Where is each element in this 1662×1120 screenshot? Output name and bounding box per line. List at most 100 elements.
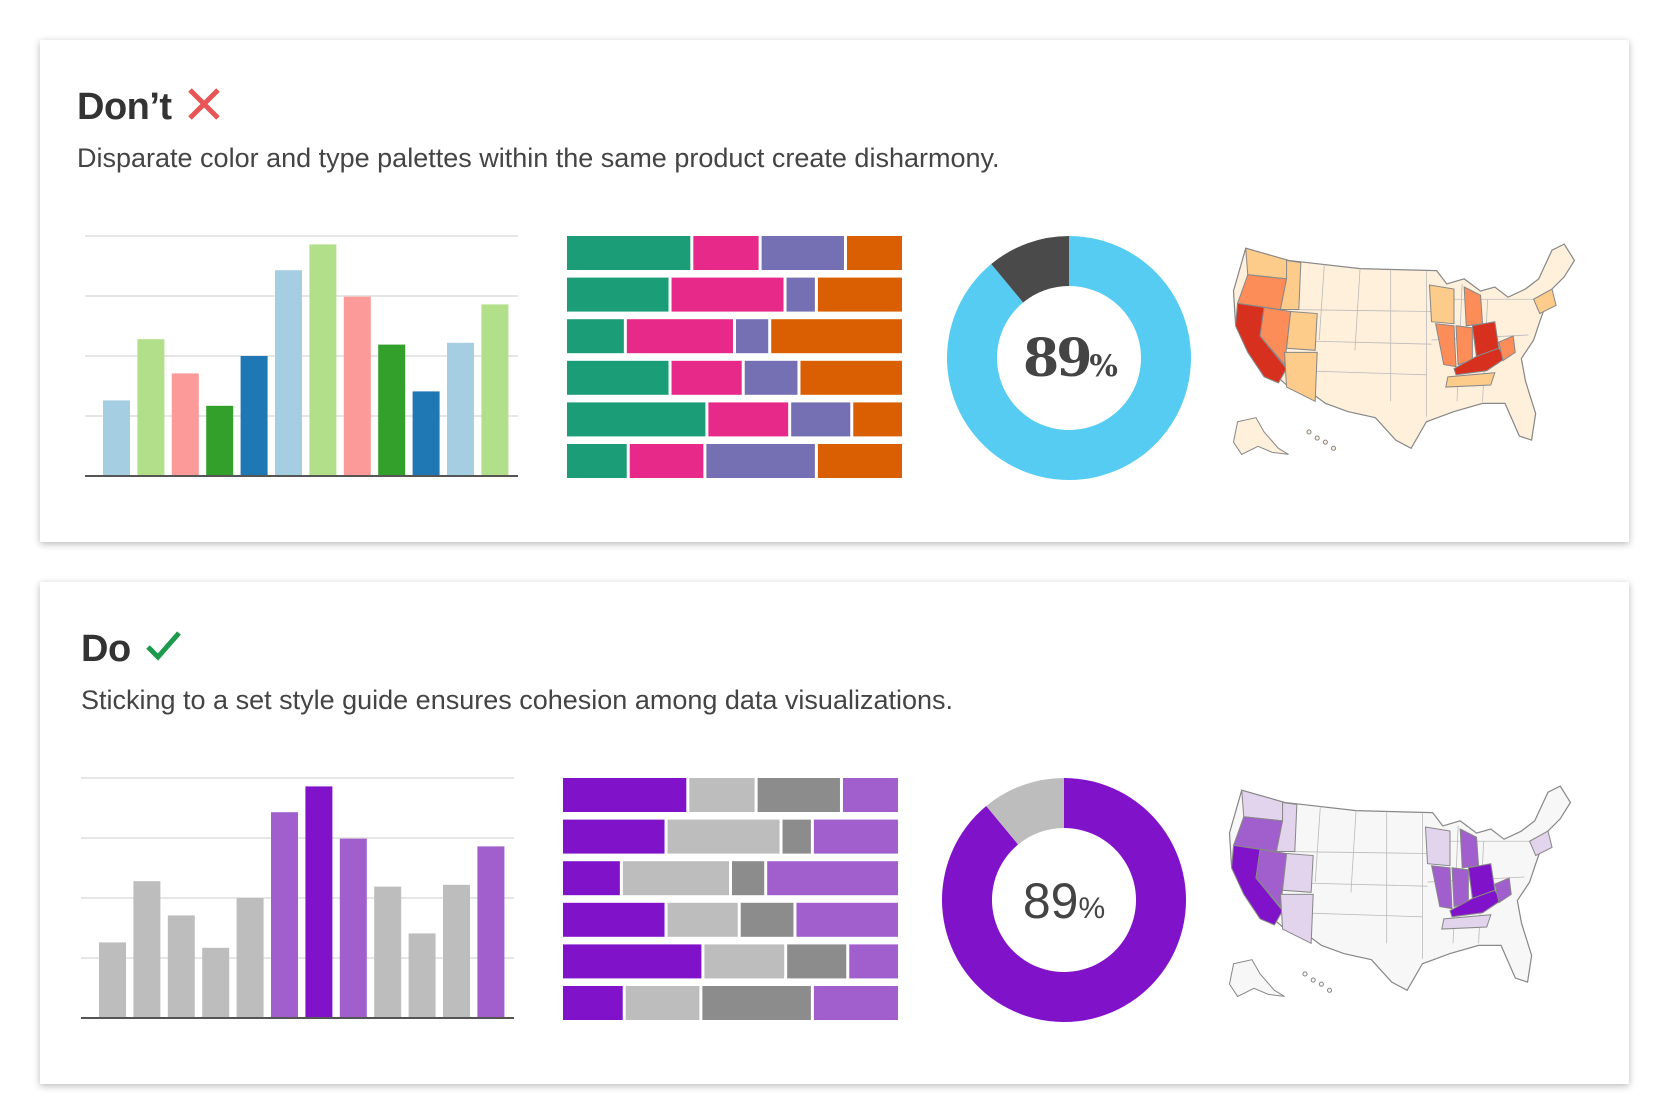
state-border	[1298, 370, 1427, 376]
stacked-segment	[567, 360, 669, 395]
stacked-segment	[853, 402, 902, 437]
do-title: Do	[81, 628, 131, 670]
state-arizona	[1283, 351, 1318, 403]
stacked-segment	[667, 819, 780, 854]
alaska	[1228, 959, 1285, 998]
state-arizona	[1279, 893, 1314, 945]
stacked-segment	[706, 444, 815, 478]
stacked-segment	[732, 861, 765, 896]
bar	[481, 304, 509, 476]
stacked-segment	[689, 778, 755, 812]
bar	[447, 342, 474, 476]
bar-chart	[85, 235, 518, 477]
stacked-segment	[791, 402, 851, 437]
state-west-virginia	[1498, 335, 1516, 362]
state-idaho	[1279, 259, 1302, 310]
bar	[408, 933, 436, 1018]
stacked-segment	[846, 236, 902, 270]
state-border	[1354, 268, 1361, 351]
state-wisconsin	[1428, 284, 1455, 325]
stacked-segment	[629, 444, 704, 478]
us-outline	[1232, 243, 1576, 450]
state-indiana	[1455, 325, 1473, 366]
donut-slice	[991, 236, 1069, 303]
state-utah	[1281, 852, 1314, 893]
stacked-segment	[800, 360, 902, 395]
hawaii-island	[1318, 981, 1324, 987]
state-new-england	[1532, 288, 1557, 315]
stacked-segment	[671, 360, 742, 395]
bar	[378, 344, 406, 476]
bar	[271, 812, 298, 1018]
stacked-bar-chart	[563, 778, 898, 1020]
bar	[99, 942, 126, 1018]
state-idaho	[1275, 801, 1298, 852]
bar	[171, 373, 199, 476]
donut-percent-sign: %	[1078, 892, 1105, 925]
state-illinois	[1430, 865, 1453, 910]
stacked-segment	[667, 902, 738, 937]
hawaii-island	[1306, 429, 1312, 435]
hawaii-island	[1310, 977, 1316, 983]
stacked-segment	[567, 236, 691, 270]
bar	[477, 846, 505, 1018]
stacked-segment	[671, 277, 784, 312]
stacked-segment	[842, 778, 898, 812]
state-washington	[1241, 789, 1286, 822]
stacked-segment	[625, 986, 700, 1020]
stacked-segment	[767, 861, 898, 896]
stacked-segment	[704, 944, 785, 979]
stacked-segment	[740, 902, 794, 937]
stacked-segment	[817, 444, 902, 478]
donut-percent-sign: %	[1089, 349, 1117, 384]
hawaii-island	[1322, 439, 1328, 445]
state-border	[1282, 309, 1432, 312]
stacked-segment	[563, 861, 620, 896]
bar	[240, 356, 268, 476]
stacked-segment	[849, 944, 898, 979]
stacked-segment	[702, 986, 811, 1020]
state-border	[1314, 806, 1321, 883]
donut-chart: 89%	[942, 778, 1186, 1022]
us-choropleth-map	[1232, 243, 1576, 456]
stacked-segment	[567, 444, 627, 478]
bar	[305, 786, 333, 1018]
state-nevada	[1255, 848, 1288, 908]
us-choropleth-map	[1228, 785, 1572, 998]
stacked-segment	[761, 236, 844, 270]
bar	[374, 886, 402, 1018]
bar	[412, 391, 440, 476]
bar	[202, 947, 230, 1018]
donut-label: 89%	[1023, 328, 1117, 389]
stacked-segment	[626, 319, 733, 354]
stacked-segment	[787, 944, 847, 979]
alaska	[1232, 417, 1289, 456]
stacked-segment	[786, 277, 815, 312]
state-new-england	[1528, 830, 1553, 857]
stacked-segment	[563, 778, 687, 812]
dont-description: Disparate color and type palettes within…	[77, 143, 1000, 173]
state-utah	[1285, 310, 1318, 351]
stacked-segment	[567, 277, 669, 312]
bar-chart	[81, 777, 514, 1019]
dont-title: Don’t	[77, 86, 172, 128]
state-west-virginia	[1494, 877, 1512, 904]
state-tennessee	[1441, 914, 1492, 930]
bar	[206, 405, 234, 476]
bar	[309, 244, 337, 476]
state-tennessee	[1445, 372, 1496, 388]
stacked-segment	[563, 819, 665, 854]
bar	[339, 838, 367, 1018]
bar	[343, 296, 371, 476]
bar	[167, 915, 195, 1018]
stacked-segment	[796, 902, 898, 937]
donut-value: 89	[1023, 873, 1079, 929]
bar	[236, 898, 264, 1018]
hawaii-island	[1326, 987, 1333, 993]
bar	[275, 270, 302, 476]
hawaii-island	[1302, 971, 1308, 977]
stacked-segment	[708, 402, 789, 437]
bar	[133, 881, 161, 1018]
stacked-segment	[693, 236, 759, 270]
donut-chart: 89%	[947, 236, 1191, 480]
